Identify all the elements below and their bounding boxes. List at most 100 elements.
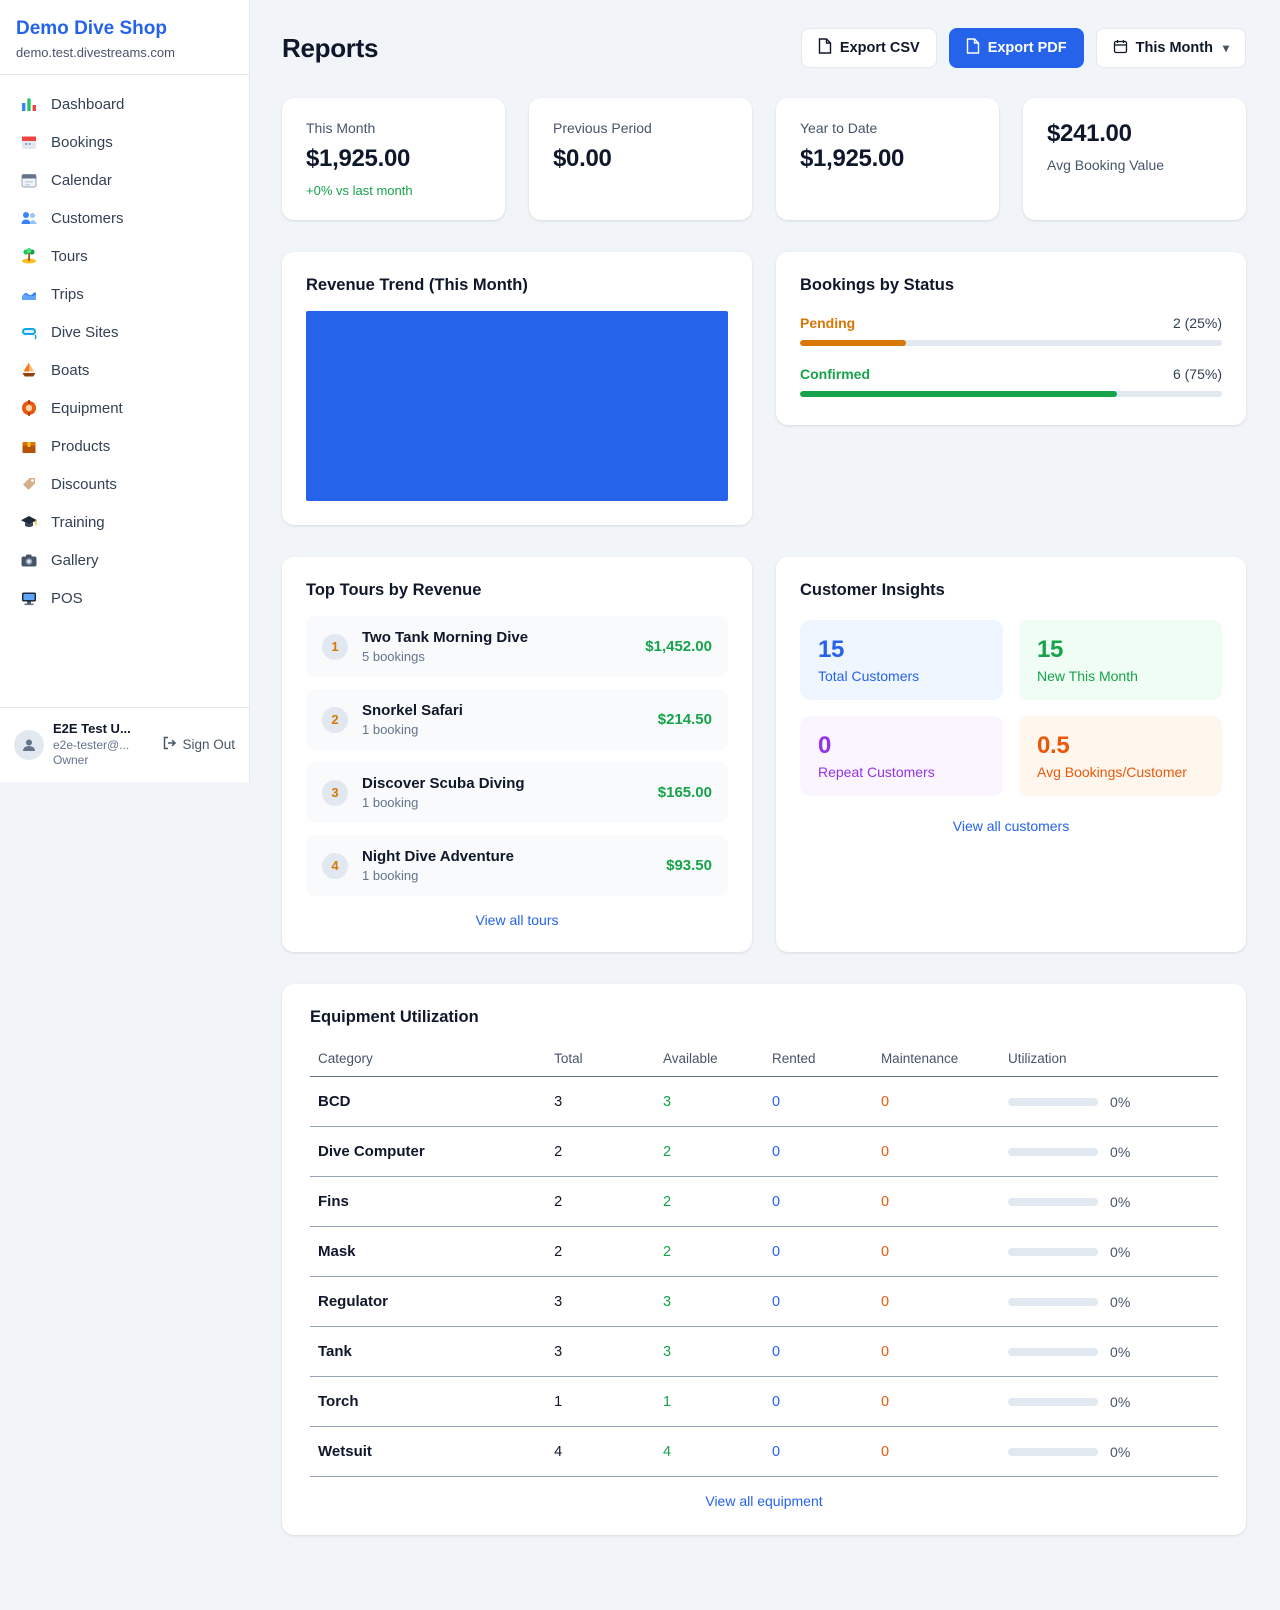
utilization-track: [1008, 1397, 1099, 1406]
cell-rented: 0: [763, 1076, 873, 1127]
tour-bookings: 1 booking: [362, 868, 419, 883]
insight-total-customers: 15 Total Customers: [800, 620, 1003, 700]
cell-category: Dive Computer: [310, 1126, 547, 1177]
col-rented: Rented: [763, 1041, 873, 1077]
export-csv-button[interactable]: Export CSV: [800, 28, 937, 68]
table-row: Torch 1 1 0 0 0%: [310, 1376, 1218, 1427]
tour-revenue: $93.50: [666, 857, 712, 874]
sidebar-item-bookings[interactable]: Bookings: [0, 123, 249, 161]
period-label: This Month: [1135, 40, 1213, 56]
calendar-icon: [20, 171, 38, 189]
sign-out-label: Sign Out: [182, 737, 235, 753]
tour-name: Discover Scuba Diving: [362, 775, 525, 792]
utilization-pct: 0%: [1110, 1293, 1131, 1310]
sidebar-item-pos[interactable]: POS: [0, 579, 249, 617]
sidebar-item-tours[interactable]: Tours: [0, 237, 249, 275]
col-available: Available: [655, 1041, 764, 1077]
list-item[interactable]: 4 Night Dive Adventure 1 booking $93.50: [306, 835, 728, 896]
top-tours-card: Top Tours by Revenue 1 Two Tank Morning …: [282, 557, 752, 952]
cell-available: 2: [655, 1126, 764, 1177]
utilization-pct: 0%: [1110, 1443, 1131, 1460]
cell-maintenance: 0: [872, 1376, 1001, 1427]
utilization-cell: 0%: [1008, 1444, 1210, 1460]
sign-out-icon: [162, 736, 177, 753]
sidebar-item-trips[interactable]: Trips: [0, 275, 249, 313]
utilization-track: [1008, 1197, 1099, 1206]
cell-available: 2: [655, 1226, 764, 1277]
sidebar-item-calendar[interactable]: Calendar: [0, 161, 249, 199]
gallery-icon: [20, 551, 38, 569]
table-row: Wetsuit 4 4 0 0 0%: [310, 1426, 1218, 1477]
training-icon: [20, 513, 38, 531]
tour-bookings: 1 booking: [362, 795, 419, 810]
tour-revenue: $1,452.00: [645, 638, 712, 655]
sidebar-item-training[interactable]: Training: [0, 503, 249, 541]
cell-rented: 0: [763, 1326, 873, 1377]
sidebar-item-products[interactable]: Products: [0, 427, 249, 465]
table-row: Fins 2 2 0 0 0%: [310, 1176, 1218, 1227]
cell-available: 3: [655, 1276, 764, 1327]
tour-bookings: 1 booking: [362, 722, 419, 737]
cell-category: Mask: [310, 1226, 547, 1277]
sign-out-button[interactable]: Sign Out: [162, 736, 235, 753]
utilization-cell: 0%: [1008, 1344, 1210, 1360]
user-name: E2E Test U...: [53, 720, 131, 736]
shop-name: Demo Dive Shop: [16, 18, 167, 39]
sidebar-item-dive-sites[interactable]: Dive Sites: [0, 313, 249, 351]
sidebar-item-equipment[interactable]: Equipment: [0, 389, 249, 427]
brand: Demo Dive Shop demo.test.divestreams.com: [0, 0, 249, 75]
equipment-utilization-title: Equipment Utilization: [310, 1008, 479, 1026]
cell-available: 1: [655, 1376, 764, 1427]
cell-maintenance: 0: [872, 1226, 1001, 1277]
stat-value: $241.00: [1047, 120, 1132, 147]
sidebar-item-label: Gallery: [51, 551, 99, 569]
customer-insights-title: Customer Insights: [800, 581, 945, 599]
sidebar-item-boats[interactable]: Boats: [0, 351, 249, 389]
export-pdf-button[interactable]: Export PDF: [948, 28, 1084, 68]
revenue-trend-chart: [306, 311, 728, 501]
sidebar-item-label: Dive Sites: [51, 323, 119, 341]
customers-icon: [20, 209, 38, 227]
stat-card-avg-booking-value: $241.00 Avg Booking Value: [1023, 98, 1246, 220]
status-rows: Pending 2 (25%) Confirmed 6 (75%): [800, 315, 1222, 397]
page-header: Reports Export CSV Export PDF This Month…: [282, 28, 1246, 68]
sidebar-item-discounts[interactable]: Discounts: [0, 465, 249, 503]
discounts-icon: [20, 475, 38, 493]
view-all-customers-link[interactable]: View all customers: [952, 818, 1070, 834]
user-panel: E2E Test U... e2e-tester@... Owner Sign …: [0, 706, 249, 782]
rank-badge: 3: [322, 779, 348, 806]
progress-fill: [800, 391, 1117, 397]
progress-track: [800, 391, 1222, 397]
utilization-cell: 0%: [1008, 1194, 1210, 1210]
list-item[interactable]: 1 Two Tank Morning Dive 5 bookings $1,45…: [306, 616, 728, 677]
list-item[interactable]: 3 Discover Scuba Diving 1 booking $165.0…: [306, 762, 728, 823]
cell-rented: 0: [763, 1126, 873, 1177]
equipment-utilization-card: Equipment Utilization Category Total Ava…: [282, 984, 1246, 1535]
status-count: 6 (75%): [1172, 366, 1222, 382]
sidebar-item-label: Customers: [51, 209, 124, 227]
sidebar-item-dashboard[interactable]: Dashboard: [0, 85, 249, 123]
insight-label: Repeat Customers: [818, 764, 935, 780]
list-item[interactable]: 2 Snorkel Safari 1 booking $214.50: [306, 689, 728, 750]
table-row: BCD 3 3 0 0 0%: [310, 1076, 1218, 1127]
sidebar-item-label: POS: [51, 589, 83, 607]
stat-label: Avg Booking Value: [1047, 157, 1165, 173]
view-all-equipment-link[interactable]: View all equipment: [705, 1493, 823, 1509]
insights-grid: 15 Total Customers 15 New This Month 0 R…: [800, 620, 1222, 796]
col-maintenance: Maintenance: [872, 1041, 1001, 1077]
sidebar-item-label: Discounts: [51, 475, 117, 493]
user-role: Owner: [53, 753, 89, 768]
cell-maintenance: 0: [872, 1276, 1001, 1327]
shop-domain: demo.test.divestreams.com: [16, 45, 175, 60]
status-label: Confirmed: [800, 366, 870, 382]
view-all-tours-link[interactable]: View all tours: [475, 912, 559, 928]
sidebar-item-customers[interactable]: Customers: [0, 199, 249, 237]
cell-category: Regulator: [310, 1276, 547, 1327]
revenue-bar: [306, 311, 728, 501]
equipment-icon: [20, 399, 38, 417]
period-select[interactable]: This Month ▾: [1095, 28, 1246, 68]
sidebar-item-label: Trips: [51, 285, 84, 303]
utilization-pct: 0%: [1110, 1193, 1131, 1210]
utilization-cell: 0%: [1008, 1094, 1210, 1110]
sidebar-item-gallery[interactable]: Gallery: [0, 541, 249, 579]
